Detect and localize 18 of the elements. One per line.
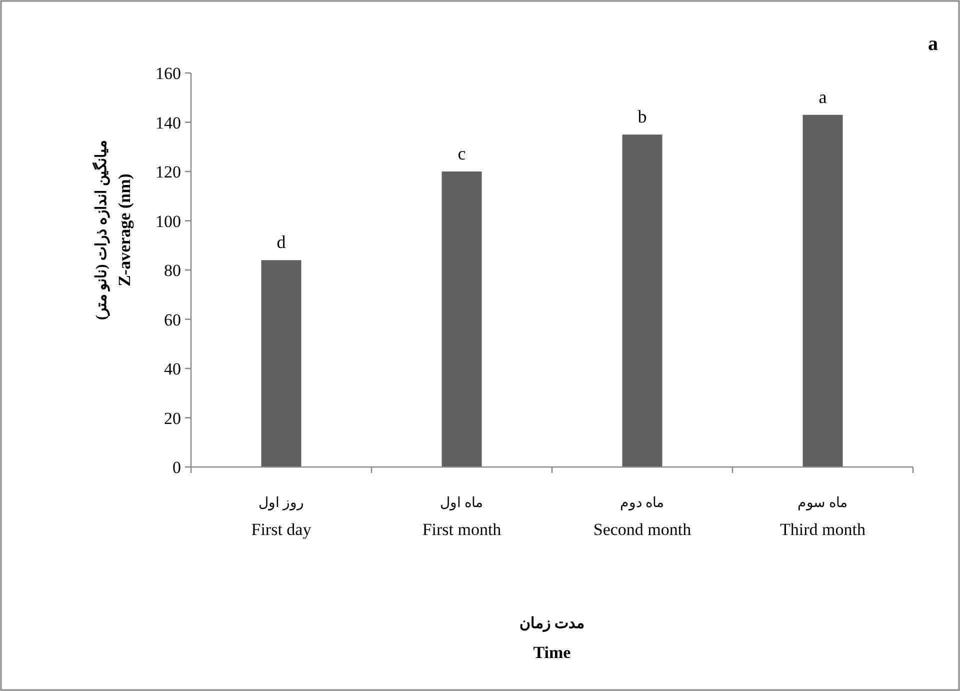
bar	[442, 172, 482, 467]
bar	[261, 260, 302, 467]
y-tick-label: 160	[156, 64, 181, 83]
y-tick-label: 100	[156, 212, 181, 231]
y-tick-label: 140	[156, 113, 181, 132]
bar	[802, 114, 843, 467]
y-tick-label: 60	[164, 310, 181, 330]
annotation: a	[818, 86, 827, 107]
annotation: c	[458, 144, 466, 164]
bar	[622, 134, 662, 467]
y-tick-label: 120	[156, 162, 181, 182]
y-tick-label: 80	[164, 261, 181, 280]
y-tick-label: 40	[164, 360, 181, 378]
text: a	[928, 33, 938, 55]
y-tick-label: 20	[164, 408, 181, 428]
annotation: b	[638, 106, 647, 127]
annotation: d	[276, 232, 286, 252]
y-tick-label: 0	[172, 458, 181, 477]
